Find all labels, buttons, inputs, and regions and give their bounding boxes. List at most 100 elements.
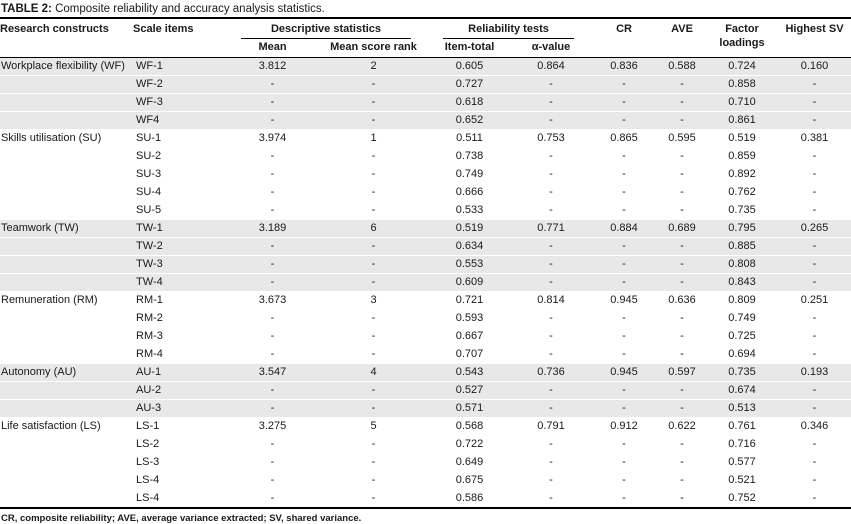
- cell-construct: [0, 183, 133, 202]
- cell-factor-loading: 0.710: [706, 93, 779, 112]
- cell-alpha-value: -: [512, 489, 591, 509]
- cell-item-total: 0.666: [427, 183, 512, 202]
- cell-mean-score-rank: -: [320, 381, 427, 400]
- cell-alpha-value: 0.736: [512, 363, 591, 382]
- cell-construct: [0, 111, 133, 130]
- cell-highest-sv: -: [778, 399, 851, 418]
- cell-mean: -: [225, 111, 320, 130]
- col-header-mean: Mean: [225, 39, 320, 58]
- cell-mean-score-rank: -: [320, 183, 427, 202]
- cell-factor-loading: 0.724: [706, 57, 779, 76]
- cell-factor-loading: 0.735: [706, 363, 779, 382]
- cell-ave: -: [658, 273, 707, 292]
- cell-construct: [0, 201, 133, 220]
- cell-factor-loading: 0.795: [706, 219, 779, 238]
- cell-construct: [0, 381, 133, 400]
- cell-highest-sv: 0.346: [778, 417, 851, 436]
- col-header-research-constructs: Research constructs: [0, 18, 133, 58]
- col-group-reliability-tests: Reliability tests: [427, 18, 590, 39]
- cell-alpha-value: -: [512, 273, 591, 292]
- cell-cr: -: [590, 273, 659, 292]
- cell-factor-loading: 0.725: [706, 327, 779, 346]
- cell-highest-sv: -: [778, 183, 851, 202]
- cell-mean: -: [225, 471, 320, 490]
- cell-cr: -: [590, 345, 659, 364]
- table-row: WF4- -0.652- - -0.861-: [0, 111, 851, 130]
- cell-mean-score-rank: -: [320, 471, 427, 490]
- cell-mean: -: [225, 93, 320, 112]
- table-row: TW-3- -0.553- - -0.808-: [0, 255, 851, 274]
- cell-scale-item: SU-2: [133, 147, 225, 166]
- cell-mean: -: [225, 201, 320, 220]
- cell-scale-item: LS-1: [133, 417, 225, 436]
- cell-alpha-value: -: [512, 435, 591, 454]
- cell-construct: [0, 345, 133, 364]
- cell-item-total: 0.605: [427, 57, 512, 76]
- table-title-text: Composite reliability and accuracy analy…: [51, 3, 325, 15]
- cell-alpha-value: 0.771: [512, 219, 591, 238]
- cell-item-total: 0.568: [427, 417, 512, 436]
- cell-scale-item: AU-3: [133, 399, 225, 418]
- cell-factor-loading: 0.735: [706, 201, 779, 220]
- cell-mean: -: [225, 453, 320, 472]
- cell-scale-item: WF-1: [133, 57, 225, 76]
- cell-scale-item: SU-5: [133, 201, 225, 220]
- cell-scale-item: SU-4: [133, 183, 225, 202]
- cell-cr: -: [590, 255, 659, 274]
- cell-cr: -: [590, 183, 659, 202]
- table-footnote: CR, composite reliability; AVE, average …: [1, 513, 362, 524]
- cell-construct: Remuneration (RM): [0, 291, 133, 310]
- cell-construct: Skills utilisation (SU): [0, 129, 133, 148]
- cell-cr: -: [590, 93, 659, 112]
- cell-highest-sv: -: [778, 165, 851, 184]
- cell-factor-loading: 0.749: [706, 309, 779, 328]
- cell-alpha-value: -: [512, 201, 591, 220]
- cell-mean-score-rank: -: [320, 255, 427, 274]
- cell-alpha-value: 0.864: [512, 57, 591, 76]
- cell-ave: -: [658, 183, 707, 202]
- cell-highest-sv: -: [778, 237, 851, 256]
- cell-alpha-value: 0.753: [512, 129, 591, 148]
- cell-alpha-value: -: [512, 75, 591, 94]
- cell-cr: -: [590, 75, 659, 94]
- cell-factor-loading: 0.694: [706, 345, 779, 364]
- cell-ave: -: [658, 75, 707, 94]
- cell-alpha-value: -: [512, 471, 591, 490]
- col-group-descriptive-statistics-label: Descriptive statistics: [241, 22, 411, 39]
- table-body: Workplace flexibility (WF) WF-1 3.812 2 0.60…: [0, 57, 851, 509]
- cell-alpha-value: -: [512, 255, 591, 274]
- cell-item-total: 0.533: [427, 201, 512, 220]
- cell-mean-score-rank: -: [320, 309, 427, 328]
- cell-scale-item: AU-2: [133, 381, 225, 400]
- cell-item-total: 0.609: [427, 273, 512, 292]
- table-row: Workplace flexibility (WF) WF-1 3.812 2 0.60…: [0, 57, 851, 76]
- cell-cr: -: [590, 471, 659, 490]
- table-row: LS-3- -0.649- - -0.577-: [0, 453, 851, 472]
- cell-construct: Life satisfaction (LS): [0, 417, 133, 436]
- col-header-highest-sv: Highest SV: [778, 18, 851, 58]
- cell-mean: -: [225, 435, 320, 454]
- cell-mean: -: [225, 75, 320, 94]
- cell-scale-item: WF-3: [133, 93, 225, 112]
- cell-alpha-value: -: [512, 147, 591, 166]
- cell-construct: [0, 165, 133, 184]
- cell-mean-score-rank: 2: [320, 57, 427, 76]
- cell-construct: [0, 93, 133, 112]
- cell-scale-item: TW-3: [133, 255, 225, 274]
- cell-item-total: 0.727: [427, 75, 512, 94]
- cell-cr: -: [590, 489, 659, 509]
- cell-scale-item: SU-3: [133, 165, 225, 184]
- cell-mean-score-rank: -: [320, 435, 427, 454]
- cell-factor-loading: 0.762: [706, 183, 779, 202]
- cell-mean: -: [225, 399, 320, 418]
- cell-mean: 3.275: [225, 417, 320, 436]
- table-row: AU-2- -0.527- - -0.674-: [0, 381, 851, 400]
- cell-scale-item: RM-1: [133, 291, 225, 310]
- cell-item-total: 0.738: [427, 147, 512, 166]
- cell-mean: -: [225, 237, 320, 256]
- cell-item-total: 0.722: [427, 435, 512, 454]
- cell-mean-score-rank: -: [320, 147, 427, 166]
- cell-alpha-value: -: [512, 237, 591, 256]
- cell-alpha-value: -: [512, 327, 591, 346]
- table-row: LS-4- -0.586- - -0.752-: [0, 489, 851, 509]
